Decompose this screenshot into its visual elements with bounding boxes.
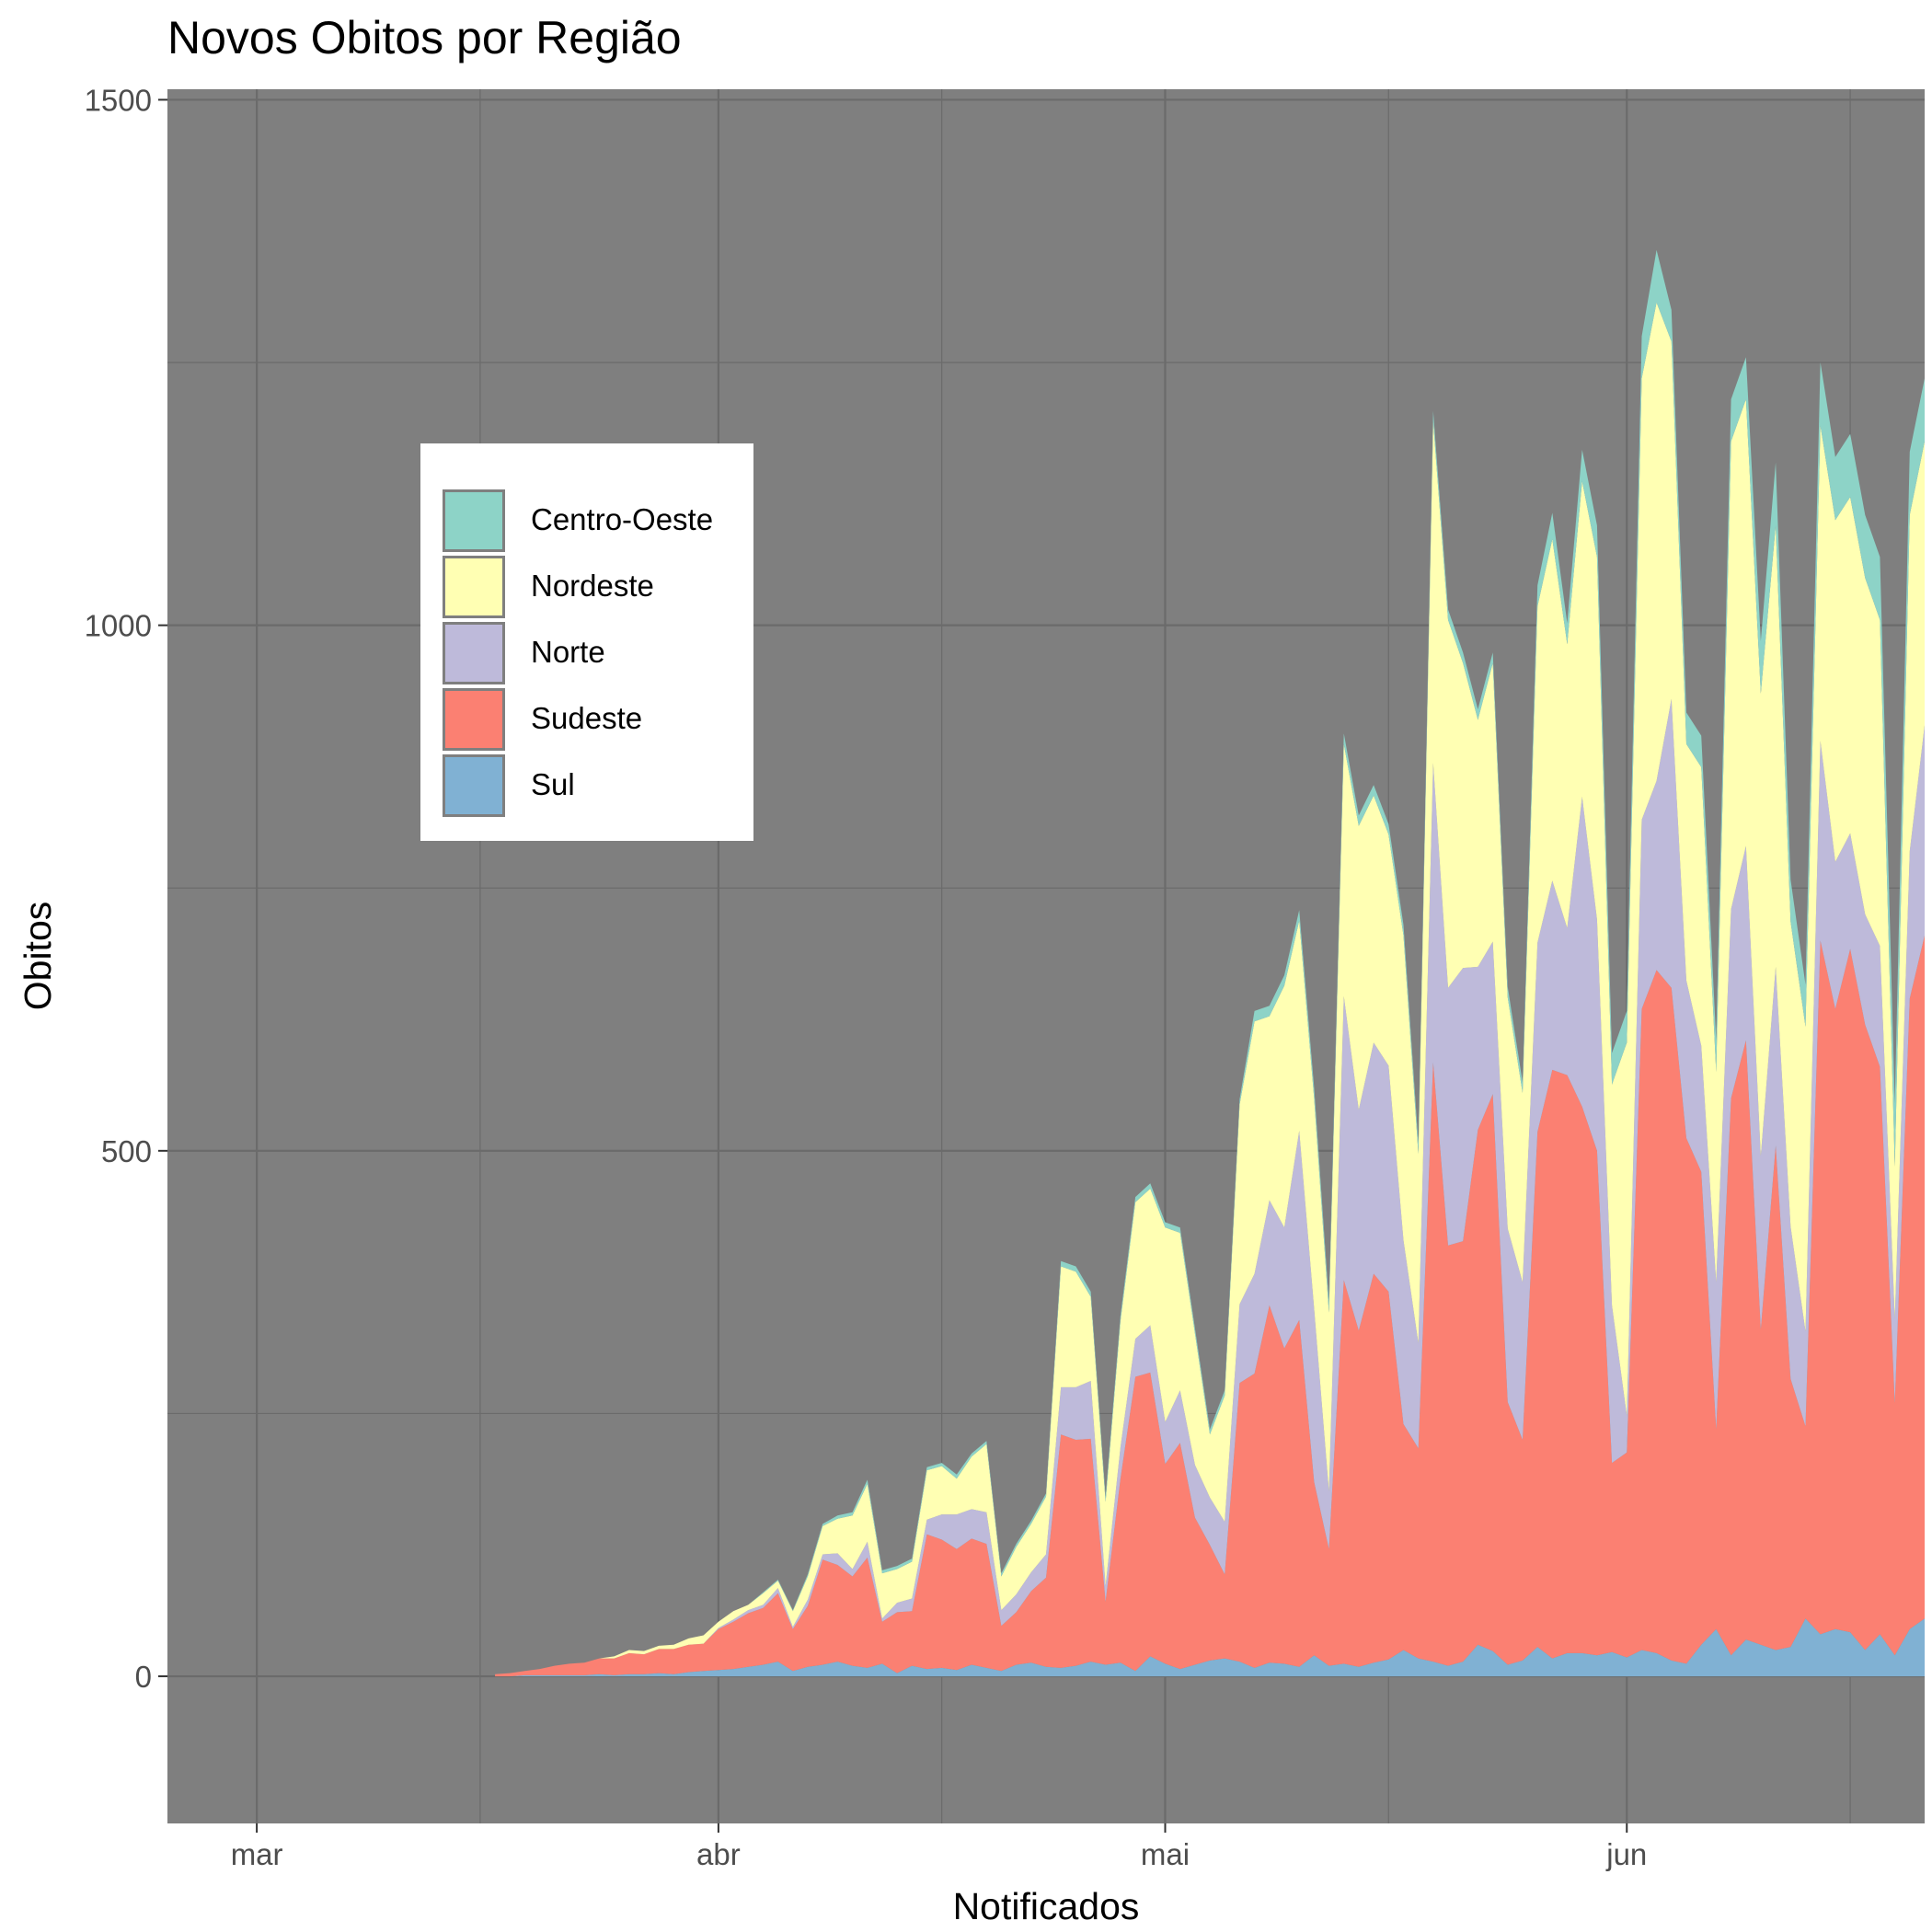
legend-label: Sudeste <box>531 701 643 735</box>
legend: Centro-Oeste Nordeste Norte Sudeste Sul <box>420 443 753 841</box>
legend-key <box>443 754 505 817</box>
chart-title: Novos Obitos por Região <box>167 12 682 63</box>
legend-label: Norte <box>531 635 605 669</box>
legend-key <box>443 489 505 552</box>
x-axis-title: Notificados <box>953 1885 1140 1927</box>
legend-key <box>443 688 505 751</box>
legend-item: Norte <box>443 620 746 686</box>
x-tick-label: mar <box>231 1837 283 1871</box>
y-axis-ticks: 0 500 1000 1500 <box>85 83 167 1694</box>
legend-item: Sudeste <box>443 686 746 753</box>
y-tick-label: 1500 <box>85 83 152 117</box>
legend-key <box>443 622 505 684</box>
x-tick-label: jun <box>1605 1837 1647 1871</box>
y-tick-label: 500 <box>101 1134 152 1168</box>
y-tick-label: 1000 <box>85 609 152 643</box>
legend-label: Sul <box>531 767 575 801</box>
legend-item: Centro-Oeste <box>443 488 746 554</box>
y-axis-title: Obitos <box>17 902 59 1011</box>
legend-key <box>443 556 505 618</box>
x-axis-ticks: mar abr mai jun <box>231 1823 1647 1871</box>
x-tick-label: abr <box>696 1837 741 1871</box>
area-nordeste <box>495 302 1925 1674</box>
x-tick-label: mai <box>1141 1837 1190 1871</box>
legend-label: Centro-Oeste <box>531 502 714 536</box>
area-sudeste <box>495 935 1925 1677</box>
area-sul <box>495 1618 1925 1677</box>
legend-item: Sul <box>443 753 746 819</box>
y-tick-label: 0 <box>135 1660 152 1694</box>
legend-item: Nordeste <box>443 554 746 620</box>
area-layer <box>495 249 1925 1677</box>
legend-label: Nordeste <box>531 569 654 603</box>
area-norte <box>495 698 1925 1674</box>
